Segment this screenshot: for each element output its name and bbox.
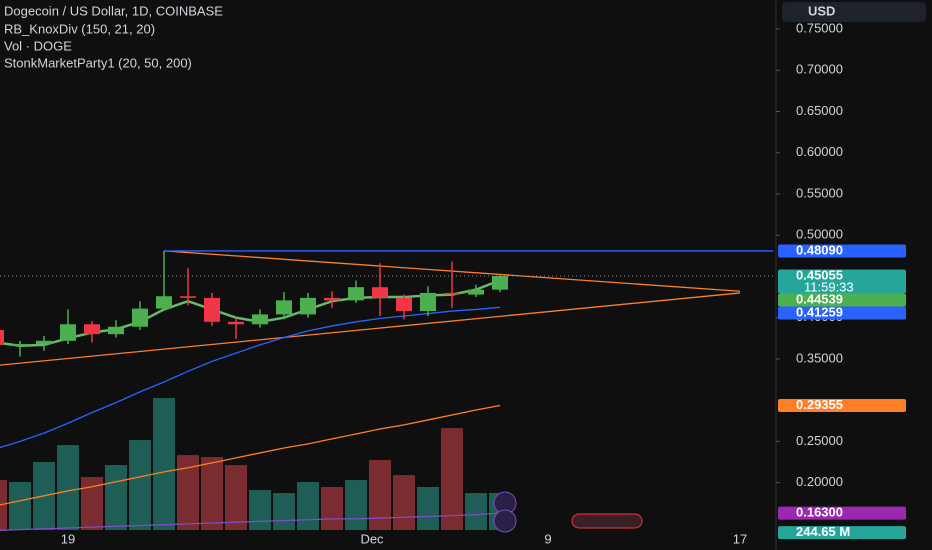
volume-bar	[153, 398, 175, 530]
candle-body	[36, 340, 52, 345]
currency-button[interactable]	[782, 2, 926, 22]
indicator-label: RB_KnoxDiv (150, 21, 20)	[4, 21, 155, 36]
candle-body	[108, 326, 124, 335]
event-icon[interactable]	[571, 513, 643, 529]
volume-bar	[81, 477, 103, 530]
candle-body	[300, 297, 316, 315]
indicator-line	[0, 279, 501, 347]
volume-bar	[345, 480, 367, 530]
volume-bar	[417, 486, 439, 530]
candle-body	[444, 292, 460, 295]
volume-bar	[177, 455, 199, 530]
candle-body	[372, 287, 388, 298]
volume-bar	[105, 465, 127, 530]
volume-bar	[225, 465, 247, 530]
icon[interactable]	[493, 509, 517, 533]
price-badge-label: 244.65 M	[796, 524, 850, 539]
candle-body	[348, 287, 364, 301]
volume-bar	[441, 428, 463, 530]
x-tick-label: 17	[733, 531, 747, 546]
y-tick-label: 0.25000	[796, 433, 843, 448]
indicator-line	[0, 404, 501, 506]
countdown-label: 11:59:33	[804, 279, 854, 294]
price-badge-label: 0.41259	[796, 304, 843, 319]
price-badge	[778, 293, 906, 307]
volume-bar	[201, 457, 223, 530]
volume-bar	[321, 486, 343, 530]
candle-body	[228, 321, 244, 325]
price-badge-label: 0.44539	[796, 291, 843, 306]
y-tick-label: 0.55000	[796, 185, 843, 200]
volume-bar	[249, 490, 271, 530]
candle-body	[132, 308, 148, 327]
candle-body	[84, 324, 100, 335]
indicator-label: StonkMarketParty1 (20, 50, 200)	[4, 55, 192, 70]
volume-bar	[369, 460, 391, 530]
candle-body	[156, 296, 172, 309]
currency-label[interactable]: USD	[808, 3, 835, 18]
price-badge-label: 0.48090	[796, 242, 843, 257]
volume-bar	[129, 440, 151, 530]
price-badge	[778, 526, 906, 540]
y-tick-label: 0.60000	[796, 144, 843, 159]
indicator-icons	[493, 491, 643, 533]
price-badge-label: 0.29355	[796, 397, 843, 412]
indicator-line	[0, 306, 501, 449]
volume-bar	[297, 481, 319, 530]
candle-body	[276, 300, 292, 315]
candle-body	[396, 297, 412, 312]
x-tick-label: 19	[61, 531, 75, 546]
candle-body	[180, 296, 196, 298]
indicator-label: Vol · DOGE	[4, 38, 72, 53]
price-badge	[778, 306, 906, 320]
volume-bar	[465, 493, 487, 530]
candle-body	[324, 297, 340, 301]
candle-body	[252, 314, 268, 325]
x-tick-label: Dec	[360, 531, 384, 546]
price-badge	[778, 244, 906, 258]
volume-bar	[273, 493, 295, 530]
y-tick-label: 0.50000	[796, 227, 843, 242]
candle-body	[204, 297, 220, 322]
price-badge-label: 0.45055	[796, 267, 843, 282]
price-badge	[778, 506, 906, 520]
candle-body	[492, 275, 508, 290]
y-tick-label: 0.20000	[796, 474, 843, 489]
volume-bar	[9, 481, 31, 530]
chart-title: Dogecoin / US Dollar, 1D, COINBASE	[4, 3, 223, 18]
candle-body	[420, 292, 436, 312]
indicator-line	[0, 512, 501, 531]
price-badge	[778, 269, 906, 294]
trendline	[0, 292, 741, 366]
volume-bar	[393, 475, 415, 530]
y-tick-label: 0.35000	[796, 350, 843, 365]
candle-body	[60, 324, 76, 341]
candle-body	[468, 289, 484, 295]
price-badge-label: 0.16300	[796, 505, 843, 520]
candle-body	[0, 330, 4, 345]
candle-body	[12, 344, 28, 346]
price-badge	[778, 398, 906, 412]
volume-bar	[57, 445, 79, 530]
y-tick-label: 0.75000	[796, 20, 843, 35]
x-tick-label: 9	[544, 531, 551, 546]
y-tick-label: 0.70000	[796, 62, 843, 77]
y-tick-label: 0.65000	[796, 103, 843, 118]
volume-bar	[0, 480, 7, 530]
